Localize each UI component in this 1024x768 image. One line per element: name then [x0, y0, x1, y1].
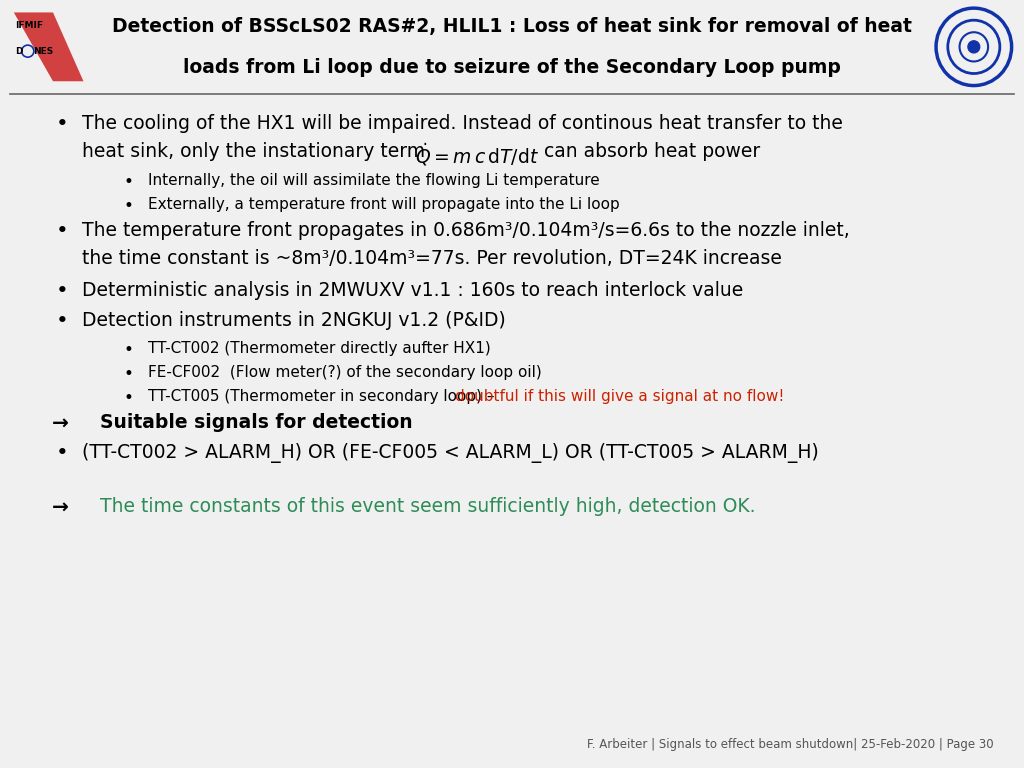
Text: NES: NES	[33, 47, 53, 55]
Text: The time constants of this event seem sufficiently high, detection OK.: The time constants of this event seem su…	[100, 497, 756, 515]
Circle shape	[968, 41, 980, 53]
Text: Suitable signals for detection: Suitable signals for detection	[100, 412, 413, 432]
Text: •: •	[55, 442, 69, 462]
Text: $\dot{Q} = m\,c\,\mathrm{d}T/\mathrm{d}t$: $\dot{Q} = m\,c\,\mathrm{d}T/\mathrm{d}t…	[416, 142, 540, 168]
Text: •: •	[123, 389, 133, 407]
Text: TT-CT005 (Thermometer in secondary loop) –: TT-CT005 (Thermometer in secondary loop)…	[148, 389, 500, 404]
Text: TT-CT002 (Thermometer directly aufter HX1): TT-CT002 (Thermometer directly aufter HX…	[148, 341, 490, 356]
Text: Externally, a temperature front will propagate into the Li loop: Externally, a temperature front will pro…	[148, 197, 620, 212]
Text: doubtful if this will give a signal at no flow!: doubtful if this will give a signal at n…	[456, 389, 784, 404]
Text: F. Arbeiter | Signals to effect beam shutdown| 25-Feb-2020 | Page 30: F. Arbeiter | Signals to effect beam shu…	[587, 738, 993, 751]
Text: •: •	[55, 114, 69, 134]
Text: Detection instruments in 2NGKUJ v1.2 (P&ID): Detection instruments in 2NGKUJ v1.2 (P&…	[82, 311, 506, 329]
Text: •: •	[55, 280, 69, 301]
Text: •: •	[55, 311, 69, 331]
Text: Detection of BSScLS02 RAS#2, HLIL1 : Loss of heat sink for removal of heat: Detection of BSScLS02 RAS#2, HLIL1 : Los…	[112, 17, 912, 36]
Text: Deterministic analysis in 2MWUXV v1.1 : 160s to reach interlock value: Deterministic analysis in 2MWUXV v1.1 : …	[82, 280, 743, 300]
Text: the time constant is ~8m³/0.104m³=77s. Per revolution, DT=24K increase: the time constant is ~8m³/0.104m³=77s. P…	[82, 249, 782, 268]
Text: The temperature front propagates in 0.686m³/0.104m³/s=6.6s to the nozzle inlet,: The temperature front propagates in 0.68…	[82, 221, 850, 240]
Text: heat sink, only the instationary term: heat sink, only the instationary term	[82, 142, 431, 161]
Text: D: D	[15, 47, 24, 55]
Text: Internally, the oil will assimilate the flowing Li temperature: Internally, the oil will assimilate the …	[148, 174, 600, 188]
Text: The cooling of the HX1 will be impaired. Instead of continous heat transfer to t: The cooling of the HX1 will be impaired.…	[82, 114, 843, 133]
Text: can absorb heat power: can absorb heat power	[539, 142, 761, 161]
Text: •: •	[123, 174, 133, 191]
Text: •: •	[123, 365, 133, 382]
Text: •: •	[55, 221, 69, 241]
Text: FE-CF002  (Flow meter(?) of the secondary loop oil): FE-CF002 (Flow meter(?) of the secondary…	[148, 365, 542, 379]
Text: →: →	[52, 498, 69, 518]
Text: →: →	[52, 415, 69, 434]
Text: •: •	[123, 341, 133, 359]
Text: loads from Li loop due to seizure of the Secondary Loop pump: loads from Li loop due to seizure of the…	[183, 58, 841, 77]
Text: IFMIF: IFMIF	[15, 21, 44, 30]
Text: (TT-CT002 > ALARM_H) OR (FE-CF005 < ALARM_L) OR (TT-CT005 > ALARM_H): (TT-CT002 > ALARM_H) OR (FE-CF005 < ALAR…	[82, 442, 819, 462]
Text: •: •	[123, 197, 133, 215]
Polygon shape	[14, 12, 84, 81]
